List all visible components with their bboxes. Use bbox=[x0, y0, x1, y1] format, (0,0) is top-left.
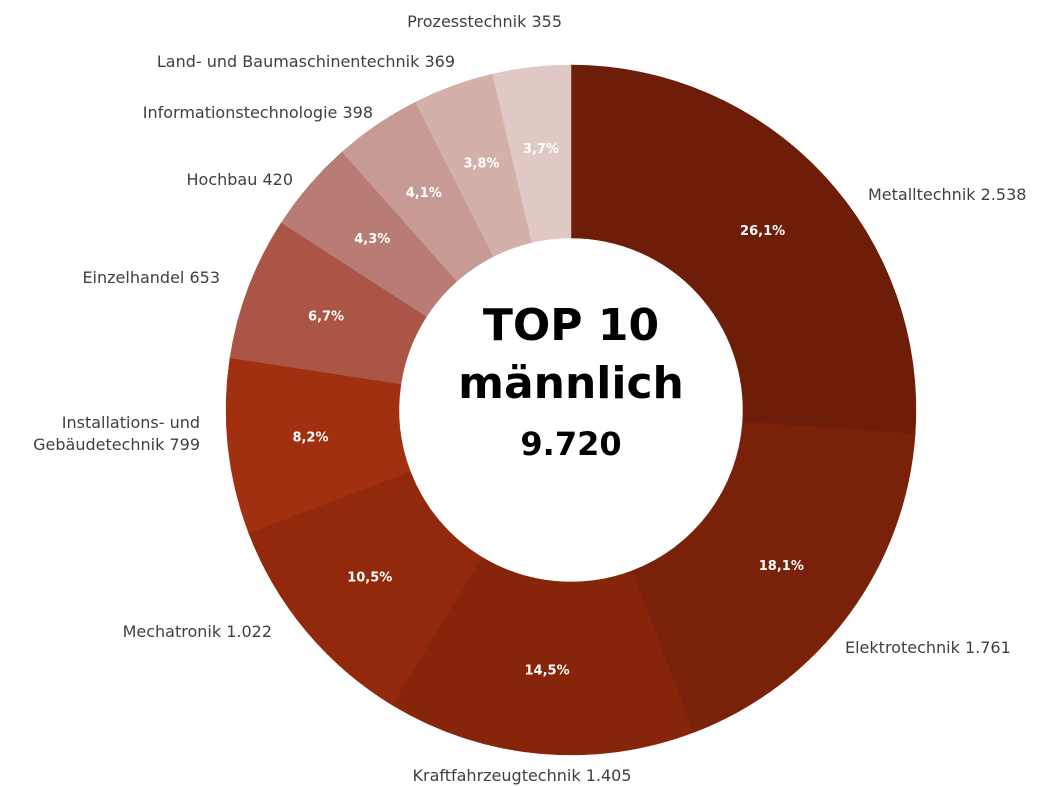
value-label: 2.538 bbox=[980, 185, 1027, 204]
category-label: Metalltechnik 2.538 bbox=[868, 184, 1026, 206]
percentage-label: 4,3% bbox=[354, 232, 390, 247]
value-label: 1.022 bbox=[226, 622, 272, 641]
category-name: Elektrotechnik bbox=[845, 638, 960, 657]
value-label: 398 bbox=[342, 103, 373, 122]
percentage-label: 14,5% bbox=[525, 663, 570, 678]
percentage-label: 8,2% bbox=[292, 430, 328, 445]
value-label: 799 bbox=[169, 435, 200, 454]
value-label: 1.405 bbox=[585, 766, 632, 785]
donut-segment bbox=[492, 64, 572, 243]
donut-segment bbox=[570, 64, 917, 435]
center-title: TOP 10 bbox=[483, 300, 659, 351]
category-name: Land- und Baumaschinentechnik bbox=[156, 52, 420, 71]
category-label: Elektrotechnik 1.761 bbox=[845, 637, 1011, 659]
category-name: Informationstechnologie bbox=[142, 103, 338, 122]
category-label: Mechatronik 1.022 bbox=[123, 621, 272, 643]
percentage-label: 3,8% bbox=[463, 156, 499, 171]
percentage-label: 10,5% bbox=[347, 570, 392, 585]
category-name: Installations- und Gebäudetechnik bbox=[33, 413, 200, 454]
category-name: Einzelhandel bbox=[82, 268, 185, 287]
category-name: Mechatronik bbox=[122, 622, 222, 641]
percentage-label: 6,7% bbox=[308, 309, 344, 324]
category-label: Hochbau 420 bbox=[187, 169, 294, 191]
category-name: Prozesstechnik bbox=[407, 12, 527, 31]
center-total: 9.720 bbox=[520, 425, 621, 463]
category-label: Prozesstechnik 355 bbox=[407, 11, 562, 33]
center-title: männlich bbox=[458, 358, 684, 409]
category-name: Metalltechnik bbox=[868, 185, 976, 204]
value-label: 653 bbox=[189, 268, 220, 287]
value-label: 369 bbox=[424, 52, 455, 71]
donut-segment bbox=[631, 421, 916, 733]
value-label: 355 bbox=[531, 12, 562, 31]
value-label: 1.761 bbox=[964, 638, 1011, 657]
category-label: Informationstechnologie 398 bbox=[143, 102, 373, 124]
category-label: Land- und Baumaschinentechnik 369 bbox=[157, 51, 455, 73]
percentage-label: 3,7% bbox=[523, 142, 559, 157]
value-label: 420 bbox=[262, 170, 293, 189]
percentage-label: 26,1% bbox=[740, 224, 785, 239]
category-label: Einzelhandel 653 bbox=[82, 267, 220, 289]
percentage-label: 4,1% bbox=[406, 186, 442, 201]
category-label: Kraftfahrzeugtechnik 1.405 bbox=[412, 765, 631, 787]
percentage-label: 18,1% bbox=[759, 559, 804, 574]
category-name: Hochbau bbox=[186, 170, 258, 189]
category-label: Installations- und Gebäudetechnik 799 bbox=[0, 412, 200, 456]
category-name: Kraftfahrzeugtechnik bbox=[412, 766, 581, 785]
donut-segment bbox=[391, 556, 694, 756]
